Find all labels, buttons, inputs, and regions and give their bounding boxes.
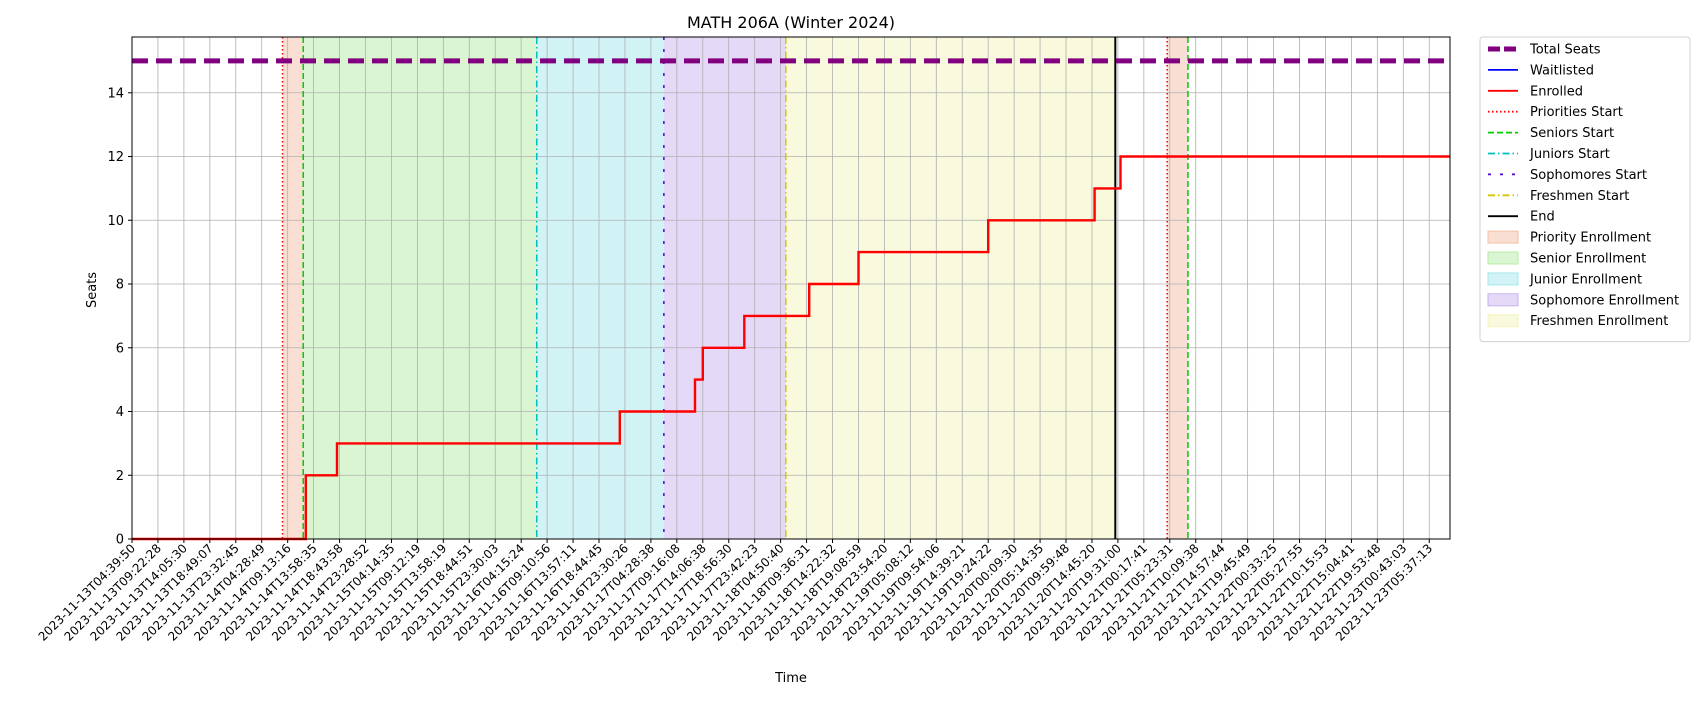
series-lines: [132, 58, 1450, 541]
y-tick-label: 8: [116, 278, 124, 293]
y-ticks: 0 2 4 6 8 10 12 14: [107, 86, 132, 548]
grid-lines: [131, 37, 1450, 540]
legend-label-sophomores-start: Sophomores Start: [1530, 168, 1647, 183]
y-tick-label: 6: [116, 341, 124, 356]
legend-label-junior-enrollment: Junior Enrollment: [1529, 272, 1642, 287]
legend-box: [1479, 36, 1691, 343]
legend-label-freshmen-start: Freshmen Start: [1530, 189, 1629, 204]
legend-label-seniors-start: Seniors Start: [1530, 126, 1614, 141]
period-bands: [282, 37, 1188, 539]
y-tick-label: 0: [116, 533, 124, 548]
legend-label-priorities-start: Priorities Start: [1530, 105, 1623, 120]
legend-swatch-sophomore-enrollment: [1487, 293, 1519, 307]
x-ticks: 2023-11-13T04:39:502023-11-13T09:22:2820…: [36, 539, 1435, 644]
y-tick-label: 10: [107, 214, 124, 229]
legend-label-end: End: [1530, 210, 1555, 225]
chart-title: MATH 206A (Winter 2024): [687, 13, 895, 32]
legend-label-juniors-start: Juniors Start: [1529, 147, 1610, 162]
legend-swatch-priority-enrollment: [1487, 230, 1519, 244]
event-lines: [281, 37, 1189, 539]
x-axis-label: Time: [774, 671, 807, 686]
y-axis-label: Seats: [85, 272, 100, 308]
legend-label-sophomore-enrollment: Sophomore Enrollment: [1530, 293, 1679, 308]
y-tick-label: 12: [107, 150, 124, 165]
legend-swatch-freshmen-enrollment: [1487, 314, 1519, 328]
period-band-priority-enrollment: [282, 37, 304, 539]
period-band-senior-enrollment: [303, 37, 537, 539]
period-band-freshmen-enrollment: [785, 37, 1116, 539]
legend-label-freshmen-enrollment: Freshmen Enrollment: [1530, 314, 1668, 329]
y-tick-label: 4: [116, 405, 124, 420]
legend-label-senior-enrollment: Senior Enrollment: [1530, 252, 1646, 267]
legend: Total Seats Waitlisted Enrolled Priorities …: [1479, 36, 1691, 343]
legend-label-enrolled: Enrolled: [1530, 84, 1583, 99]
period-band-junior-enrollment: [536, 37, 664, 539]
legend-label-total-seats: Total Seats: [1529, 43, 1601, 58]
y-tick-label: 14: [107, 86, 124, 101]
y-tick-label: 2: [116, 469, 124, 484]
legend-label-priority-enrollment: Priority Enrollment: [1530, 231, 1651, 246]
legend-label-waitlisted: Waitlisted: [1530, 63, 1594, 78]
legend-swatch-senior-enrollment: [1487, 251, 1519, 265]
series-line-enrolled: [132, 155, 1450, 541]
period-band-priority-enrollment: [1167, 37, 1188, 539]
period-band-sophomore-enrollment: [663, 37, 786, 539]
plot-frame: [131, 36, 1451, 540]
legend-swatch-junior-enrollment: [1487, 272, 1519, 286]
